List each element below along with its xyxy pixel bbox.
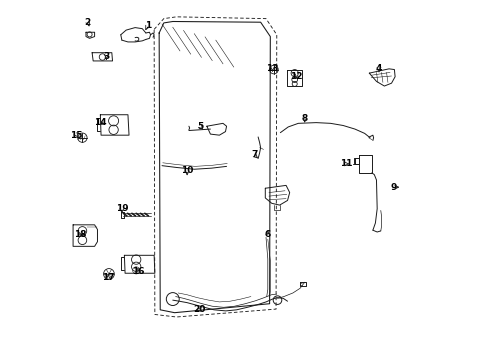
Text: 17: 17 [102, 273, 114, 282]
Text: 9: 9 [389, 183, 396, 192]
Text: 15: 15 [70, 131, 83, 140]
Text: 14: 14 [94, 118, 106, 127]
Text: 12: 12 [290, 72, 302, 81]
Text: 13: 13 [265, 64, 278, 73]
Text: 1: 1 [144, 21, 150, 30]
Text: 18: 18 [74, 230, 86, 239]
Text: 2: 2 [84, 18, 91, 27]
Text: 16: 16 [131, 267, 144, 276]
Text: 8: 8 [301, 114, 307, 123]
Text: 7: 7 [250, 150, 257, 159]
Text: 5: 5 [197, 122, 203, 131]
Text: 10: 10 [181, 166, 193, 175]
Text: 11: 11 [339, 159, 352, 168]
Text: 19: 19 [115, 204, 128, 213]
Text: 3: 3 [103, 52, 109, 61]
Text: 6: 6 [264, 230, 270, 239]
Text: 20: 20 [193, 305, 205, 314]
Text: 4: 4 [375, 64, 382, 73]
